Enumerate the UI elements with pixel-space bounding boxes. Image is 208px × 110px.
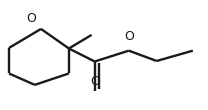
Text: O: O: [26, 12, 36, 25]
Text: O: O: [90, 75, 100, 88]
Text: O: O: [124, 30, 134, 43]
